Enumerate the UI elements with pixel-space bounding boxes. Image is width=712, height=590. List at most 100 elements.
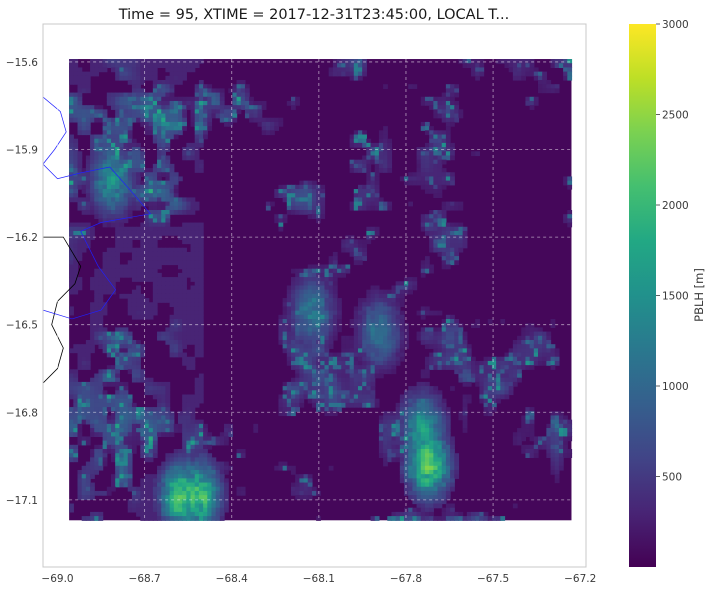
heatmap-cell xyxy=(182,67,187,73)
heatmap-cell xyxy=(399,285,405,291)
heatmap-cell xyxy=(454,222,460,228)
heatmap-cell xyxy=(69,180,74,186)
heatmap-cell xyxy=(211,461,217,467)
heatmap-cell xyxy=(420,222,426,228)
heatmap-cell xyxy=(98,67,104,73)
heatmap-cell xyxy=(433,348,439,354)
heatmap-cell xyxy=(458,327,464,333)
heatmap-cell xyxy=(81,436,87,442)
heatmap-cell xyxy=(194,386,200,391)
heatmap-cell xyxy=(424,428,430,433)
heatmap-cell xyxy=(445,239,451,245)
heatmap-cell xyxy=(127,298,133,303)
heatmap-cell xyxy=(537,348,543,354)
heatmap-cell xyxy=(362,327,367,333)
heatmap-cell xyxy=(69,197,74,203)
heatmap-cell xyxy=(152,75,158,81)
heatmap-cell xyxy=(563,436,568,442)
heatmap-cell xyxy=(404,331,409,337)
heatmap-cell xyxy=(337,398,342,404)
heatmap-cell xyxy=(483,407,489,412)
heatmap-cell xyxy=(140,151,146,157)
heatmap-cell xyxy=(98,168,104,173)
heatmap-cell xyxy=(521,327,527,333)
heatmap-cell xyxy=(316,335,321,341)
heatmap-cell xyxy=(253,105,259,110)
heatmap-cell xyxy=(337,63,342,69)
heatmap-cell xyxy=(337,394,342,400)
heatmap-cell xyxy=(295,390,300,396)
heatmap-cell xyxy=(115,222,120,228)
heatmap-cell xyxy=(362,339,367,345)
heatmap-cell xyxy=(307,281,313,287)
heatmap-cell xyxy=(291,268,296,274)
heatmap-cell xyxy=(77,230,83,236)
heatmap-cell xyxy=(144,184,150,190)
heatmap-cell xyxy=(69,457,74,463)
heatmap-cell xyxy=(332,398,338,404)
heatmap-cell xyxy=(558,411,564,417)
heatmap-cell xyxy=(278,407,284,412)
heatmap-cell xyxy=(106,348,112,354)
heatmap-cell xyxy=(81,71,87,77)
heatmap-cell xyxy=(127,444,133,450)
heatmap-cell xyxy=(102,59,108,64)
heatmap-cell xyxy=(169,63,175,69)
heatmap-cell xyxy=(303,209,309,215)
heatmap-cell xyxy=(111,449,116,454)
heatmap-cell xyxy=(395,415,401,421)
heatmap-cell xyxy=(416,159,422,165)
heatmap-cell xyxy=(85,465,91,471)
heatmap-cell xyxy=(140,499,146,505)
heatmap-cell xyxy=(429,356,434,362)
heatmap-cell xyxy=(182,323,187,328)
heatmap-cell xyxy=(320,285,326,291)
heatmap-cell xyxy=(563,449,568,454)
heatmap-cell xyxy=(387,457,393,463)
heatmap-cell xyxy=(115,352,120,358)
heatmap-cell xyxy=(94,490,100,496)
heatmap-cell xyxy=(370,369,376,375)
heatmap-cell xyxy=(73,348,79,354)
heatmap-cell xyxy=(131,365,137,370)
heatmap-cell xyxy=(332,251,338,257)
heatmap-cell xyxy=(182,226,187,232)
heatmap-cell xyxy=(420,465,426,471)
heatmap-cell xyxy=(429,168,434,173)
heatmap-cell xyxy=(173,130,179,136)
heatmap-cell xyxy=(286,197,292,203)
heatmap-cell xyxy=(554,440,560,446)
heatmap-cell xyxy=(328,411,334,417)
heatmap-cell xyxy=(437,138,443,144)
heatmap-cell xyxy=(98,335,104,341)
heatmap-cell xyxy=(177,449,183,454)
heatmap-cell xyxy=(182,360,187,366)
heatmap-cell xyxy=(332,293,338,299)
heatmap-cell xyxy=(399,411,405,417)
heatmap-cell xyxy=(462,63,468,69)
heatmap-cell xyxy=(357,71,363,77)
heatmap-cell xyxy=(282,402,288,408)
heatmap-cell xyxy=(249,96,254,102)
heatmap-cell xyxy=(136,306,141,312)
heatmap-cell xyxy=(73,415,79,421)
heatmap-cell xyxy=(537,436,543,442)
heatmap-cell xyxy=(374,155,380,161)
heatmap-cell xyxy=(140,293,146,299)
heatmap-cell xyxy=(420,100,426,106)
heatmap-cell xyxy=(433,411,439,417)
heatmap-cell xyxy=(332,314,338,320)
heatmap-cell xyxy=(198,88,204,94)
heatmap-cell xyxy=(357,184,363,190)
heatmap-cell xyxy=(437,402,443,408)
heatmap-cell xyxy=(77,159,83,165)
heatmap-cell xyxy=(550,469,556,475)
heatmap-cell xyxy=(169,490,175,496)
heatmap-cell xyxy=(542,339,547,345)
heatmap-cell xyxy=(433,415,439,421)
heatmap-cell xyxy=(282,327,288,333)
heatmap-cell xyxy=(286,314,292,320)
heatmap-cell xyxy=(106,176,112,182)
heatmap-cell xyxy=(332,67,338,73)
chart-title: Time = 95, XTIME = 2017-12-31T23:45:00, … xyxy=(118,7,510,23)
